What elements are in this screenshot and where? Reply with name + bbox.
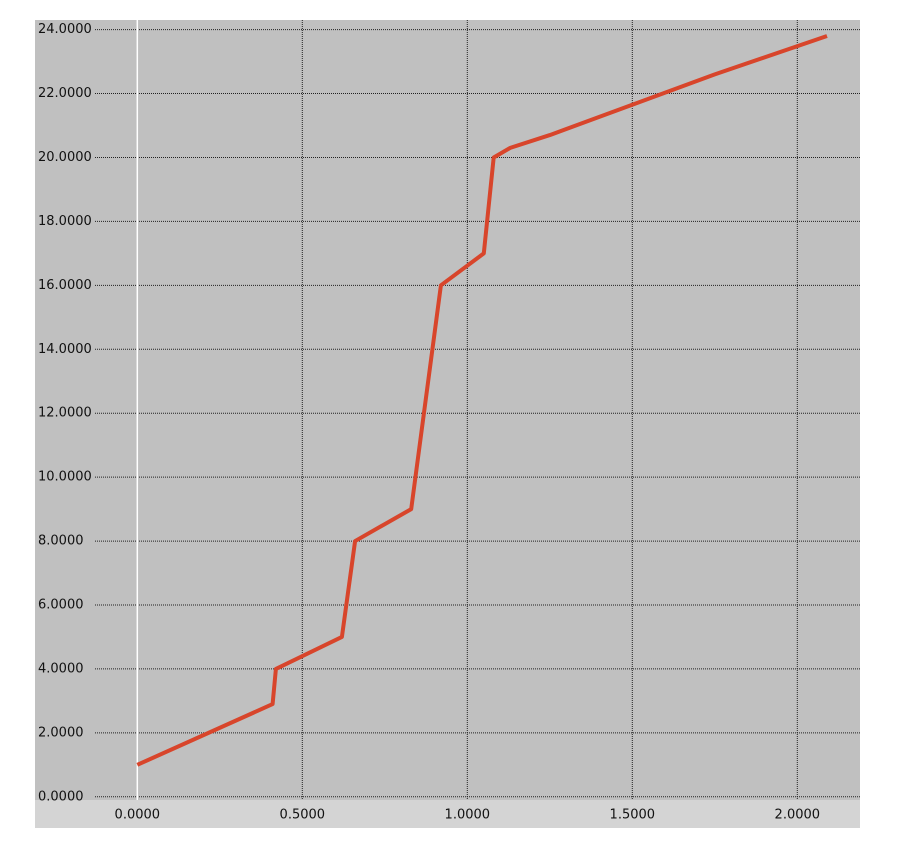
y-tick-label: 0.0000 <box>38 789 84 804</box>
y-tick-label: 2.0000 <box>38 725 84 740</box>
x-tick-label: 0.5000 <box>280 808 326 823</box>
x-tick-label: 2.0000 <box>775 808 821 823</box>
x-tick-label: 0.0000 <box>115 808 161 823</box>
x-tick-label: 1.0000 <box>445 808 491 823</box>
data-line <box>136 34 828 767</box>
y-tick-label: 6.0000 <box>38 598 84 613</box>
y-tick-label: 16.0000 <box>38 278 92 293</box>
plot-area <box>35 20 860 800</box>
y-tick-label: 14.0000 <box>38 342 92 357</box>
y-tick-label: 8.0000 <box>38 534 84 549</box>
y-tick-label: 18.0000 <box>38 214 92 229</box>
x-tick-label: 1.5000 <box>610 808 656 823</box>
y-tick-label: 22.0000 <box>38 86 92 101</box>
y-tick-label: 24.0000 <box>38 22 92 37</box>
y-tick-label: 20.0000 <box>38 150 92 165</box>
y-tick-label: 12.0000 <box>38 406 92 421</box>
y-tick-label: 4.0000 <box>38 661 84 676</box>
y-tick-label: 10.0000 <box>38 470 92 485</box>
